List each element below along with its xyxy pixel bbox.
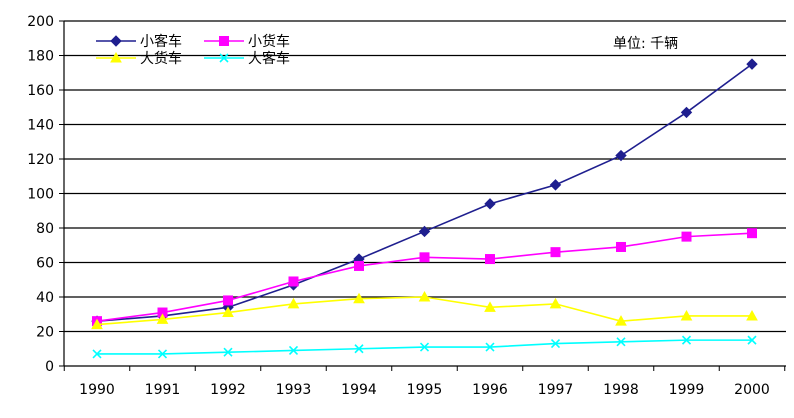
series-3 <box>92 335 757 359</box>
y-tick-labels: 0 20 40 60 80 100 120 140 160 180 200 <box>27 14 54 375</box>
x-tick-label: 1995 <box>407 382 443 398</box>
data-point <box>550 339 561 349</box>
data-point <box>222 306 234 318</box>
data-point <box>484 301 496 312</box>
data-point <box>549 297 562 309</box>
data-point-stroke <box>223 347 233 357</box>
data-point <box>485 342 495 352</box>
data-point <box>223 347 233 357</box>
data-point <box>287 297 300 309</box>
x-tick-label: 1990 <box>79 382 115 398</box>
y-tick-label: 200 <box>27 14 54 30</box>
data-point <box>549 179 562 191</box>
series-1 <box>92 228 757 327</box>
data-point <box>353 292 365 304</box>
data-point-stroke <box>288 345 299 356</box>
data-point <box>550 247 561 258</box>
y-tick-label: 160 <box>27 83 54 99</box>
x-tick-label: 1997 <box>538 382 574 398</box>
data-point <box>354 344 364 354</box>
y-tick-label: 80 <box>36 221 54 237</box>
data-point <box>91 318 103 330</box>
data-point <box>747 228 757 239</box>
data-point <box>681 231 692 242</box>
data-point-stroke <box>550 339 561 349</box>
data-point <box>484 198 496 210</box>
data-point-stroke <box>92 349 102 359</box>
data-point-stroke <box>419 342 430 352</box>
series-line <box>96 63 753 322</box>
data-point-stroke <box>485 342 495 352</box>
data-point <box>419 252 430 263</box>
legend-label: 大客车 <box>248 50 290 67</box>
series-line <box>96 232 753 322</box>
legend-label: 小客车 <box>140 33 182 50</box>
data-point <box>680 106 693 119</box>
data-point <box>157 349 168 359</box>
x-tick-label: 1998 <box>603 382 639 398</box>
x-tick-labels: 1990 1991 1992 1993 1994 1995 1996 1997 1998 1999… <box>79 382 770 398</box>
data-point-stroke <box>354 344 364 354</box>
data-point <box>156 313 169 324</box>
data-point-stroke <box>681 335 692 345</box>
legend-label: 小货车 <box>248 33 290 50</box>
y-tick-label: 180 <box>27 49 54 65</box>
data-point <box>616 241 626 252</box>
data-point <box>110 35 122 47</box>
x-tick-label: 1993 <box>276 382 312 398</box>
data-point <box>746 309 758 321</box>
data-point <box>418 290 431 302</box>
series-0 <box>91 58 758 327</box>
grid-lines <box>64 20 786 333</box>
data-point <box>418 225 431 238</box>
data-point <box>615 315 627 326</box>
data-point <box>288 345 299 356</box>
data-point-stroke <box>157 349 168 359</box>
data-point <box>219 36 229 46</box>
y-tick-label: 140 <box>27 118 54 134</box>
x-tick-label: 1994 <box>341 382 377 398</box>
y-tick-label: 120 <box>27 152 54 168</box>
x-tick-label: 1996 <box>472 382 508 398</box>
legend-item-0: 小客车 <box>96 33 182 50</box>
data-point <box>288 276 299 287</box>
data-point <box>747 335 757 345</box>
data-point-stroke <box>616 337 626 347</box>
data-point <box>110 51 122 63</box>
data-point <box>616 337 626 347</box>
data-point-stroke <box>747 335 757 345</box>
unit-note: 单位: 千辆 <box>613 36 678 52</box>
data-point <box>419 342 430 352</box>
y-tick-label: 20 <box>36 325 54 341</box>
data-point <box>680 309 693 321</box>
data-point <box>615 149 627 162</box>
legend-item-2: 大货车 <box>96 50 182 67</box>
legend-item-3: 大客车 <box>204 50 290 67</box>
axes <box>59 20 786 371</box>
data-point <box>92 349 102 359</box>
data-point <box>223 295 233 306</box>
x-tick-label: 1991 <box>145 382 181 398</box>
series-2 <box>91 290 758 330</box>
data-point <box>746 58 758 70</box>
data-point-stroke <box>219 53 229 63</box>
series-group <box>91 58 758 359</box>
data-point <box>485 254 495 265</box>
y-tick-label: 0 <box>45 359 54 375</box>
y-tick-label: 100 <box>27 187 54 203</box>
y-tick-label: 40 <box>36 290 54 306</box>
data-point <box>681 335 692 345</box>
legend-label: 大货车 <box>140 50 182 67</box>
x-tick-label: 1992 <box>210 382 246 398</box>
x-tick-label: 1999 <box>669 382 705 398</box>
x-tick-label: 2000 <box>734 382 770 398</box>
data-point <box>354 260 364 271</box>
data-point <box>219 53 229 63</box>
legend-item-1: 小货车 <box>204 33 290 50</box>
y-tick-label: 60 <box>36 256 54 272</box>
